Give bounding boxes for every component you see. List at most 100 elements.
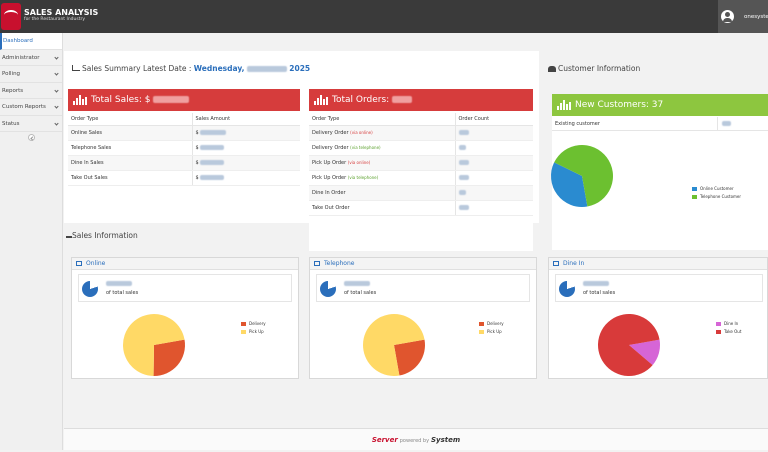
sidebar-item-custom-reports[interactable]: Custom Reports bbox=[0, 99, 62, 116]
order-type: Dine In Order bbox=[312, 189, 346, 196]
row-label: Pick Up Order (via online) bbox=[309, 155, 456, 171]
total-sales-panel: Total Sales: $ Order Type Sales Amount On… bbox=[68, 89, 300, 221]
sales-summary-heading: Sales Summary Latest Date : Wednesday, 2… bbox=[72, 64, 310, 73]
row-label: Take Out Order bbox=[309, 200, 456, 216]
order-channel: (via online) bbox=[350, 129, 373, 135]
legend-label: Delivery bbox=[249, 321, 266, 326]
telephone-pie-chart bbox=[363, 314, 425, 376]
sidebar-item-reports[interactable]: Reports bbox=[0, 83, 62, 99]
sidebar: Dashboard Administrator Polling Reports … bbox=[0, 33, 63, 450]
order-type: Delivery Order bbox=[312, 144, 349, 151]
table-row: Delivery Order (via online) bbox=[309, 125, 533, 141]
blurred-value bbox=[344, 281, 370, 286]
customer-info-label: Customer Information bbox=[558, 64, 641, 73]
total-sales-label: Total Sales: $ bbox=[91, 95, 151, 105]
table-row: Online Sales $ bbox=[68, 125, 300, 141]
row-value bbox=[455, 155, 533, 171]
percent-value bbox=[106, 280, 132, 287]
total-sales-header: Total Sales: $ bbox=[68, 89, 300, 111]
row-label: Take Out Sales bbox=[68, 170, 193, 186]
legend-swatch bbox=[692, 187, 697, 191]
sales-info-heading: Sales Information bbox=[66, 231, 138, 240]
row-value bbox=[455, 200, 533, 216]
chevron-down-icon bbox=[54, 104, 59, 109]
total-sales-table: Order Type Sales Amount Online Sales $ Tel… bbox=[68, 113, 300, 186]
blurred-total-sales bbox=[153, 96, 190, 103]
legend-swatch bbox=[241, 330, 246, 334]
sidebar-item-administrator[interactable]: Administrator bbox=[0, 50, 62, 66]
legend-item: Pick Up bbox=[479, 329, 504, 337]
pie-chart-icon bbox=[320, 281, 336, 297]
blurred-date bbox=[246, 66, 287, 72]
legend-item: Take Out bbox=[716, 329, 741, 337]
sidebar-item-label: Status bbox=[2, 120, 20, 127]
sidebar-collapse-button[interactable] bbox=[27, 134, 35, 141]
online-pie-chart bbox=[123, 314, 185, 376]
sidebar-item-status[interactable]: Status bbox=[0, 116, 62, 132]
stat-subtitle: of total sales bbox=[106, 290, 139, 296]
bar-chart-icon bbox=[557, 99, 571, 110]
sidebar-item-dashboard[interactable]: Dashboard bbox=[0, 33, 62, 50]
table-row: Take Out Order bbox=[309, 200, 533, 216]
blurred-value bbox=[200, 159, 225, 165]
app-title: SALES ANALYSIS bbox=[24, 8, 99, 17]
sidebar-item-polling[interactable]: Polling bbox=[0, 66, 62, 83]
row-value: $ bbox=[192, 125, 300, 141]
legend-label: Delivery bbox=[487, 321, 504, 326]
sidebar-item-label: Dashboard bbox=[3, 38, 33, 44]
currency-symbol: $ bbox=[195, 159, 199, 166]
table-row: Pick Up Order (via online) bbox=[309, 155, 533, 171]
user-avatar-icon[interactable] bbox=[721, 10, 734, 23]
table-row: Take Out Sales $ bbox=[68, 170, 300, 186]
legend-label: Telephone Customer bbox=[700, 194, 742, 199]
footer-brand-server: Server bbox=[371, 436, 398, 444]
customer-info-heading: Customer Information bbox=[548, 64, 640, 73]
chevron-down-icon bbox=[54, 54, 59, 60]
phone-icon bbox=[314, 261, 320, 266]
order-type: Pick Up Order bbox=[312, 174, 347, 181]
legend-item: Pick Up bbox=[241, 329, 266, 337]
pie-chart-icon bbox=[82, 281, 98, 297]
pie-chart-icon bbox=[559, 281, 575, 297]
row-value bbox=[455, 140, 533, 156]
row-label: Pick Up Order (via telephone) bbox=[309, 170, 456, 186]
row-value: $ bbox=[192, 170, 300, 186]
legend-swatch bbox=[479, 330, 484, 334]
row-label: Dine In Order bbox=[309, 185, 456, 201]
legend-swatch bbox=[716, 330, 721, 334]
pie-slice-0 bbox=[551, 162, 588, 207]
order-type: Take Out Order bbox=[312, 204, 350, 211]
column-header: Sales Amount bbox=[192, 113, 300, 126]
row-label: Dine In Sales bbox=[68, 155, 193, 171]
percent-value bbox=[344, 280, 370, 287]
user-menu[interactable]: onesystem bbox=[718, 0, 768, 33]
row-value bbox=[455, 170, 533, 186]
stat-subtitle: of total sales bbox=[583, 290, 616, 296]
pie-slice-1 bbox=[363, 314, 425, 376]
legend-label: Take Out bbox=[724, 329, 742, 334]
row-value: $ bbox=[192, 140, 300, 156]
legend-item: Delivery bbox=[479, 321, 504, 329]
order-channel: (via telephone) bbox=[350, 144, 381, 150]
order-type: Pick Up Order bbox=[312, 159, 347, 166]
legend-item: Telephone Customer bbox=[692, 194, 741, 202]
existing-customer-label: Existing customer bbox=[555, 121, 600, 127]
brand-logo[interactable] bbox=[1, 3, 21, 30]
user-name[interactable]: onesystem bbox=[744, 14, 768, 20]
blurred-value bbox=[458, 174, 469, 180]
sidebar-item-label: Custom Reports bbox=[2, 104, 46, 110]
blurred-value bbox=[458, 159, 469, 165]
row-label: Telephone Sales bbox=[68, 140, 193, 156]
row-label: Delivery Order (via telephone) bbox=[309, 140, 456, 156]
legend-item: Dine In bbox=[716, 321, 741, 329]
legend-label: Dine In bbox=[724, 321, 739, 326]
bar-chart-icon bbox=[314, 94, 328, 105]
stat-box: of total sales bbox=[555, 274, 763, 302]
blurred-value bbox=[458, 204, 469, 210]
utensils-icon bbox=[553, 261, 559, 266]
legend-swatch bbox=[692, 195, 697, 199]
blurred-value bbox=[583, 281, 609, 286]
users-icon bbox=[548, 66, 556, 72]
row-value bbox=[455, 125, 533, 141]
legend-swatch bbox=[479, 322, 484, 326]
